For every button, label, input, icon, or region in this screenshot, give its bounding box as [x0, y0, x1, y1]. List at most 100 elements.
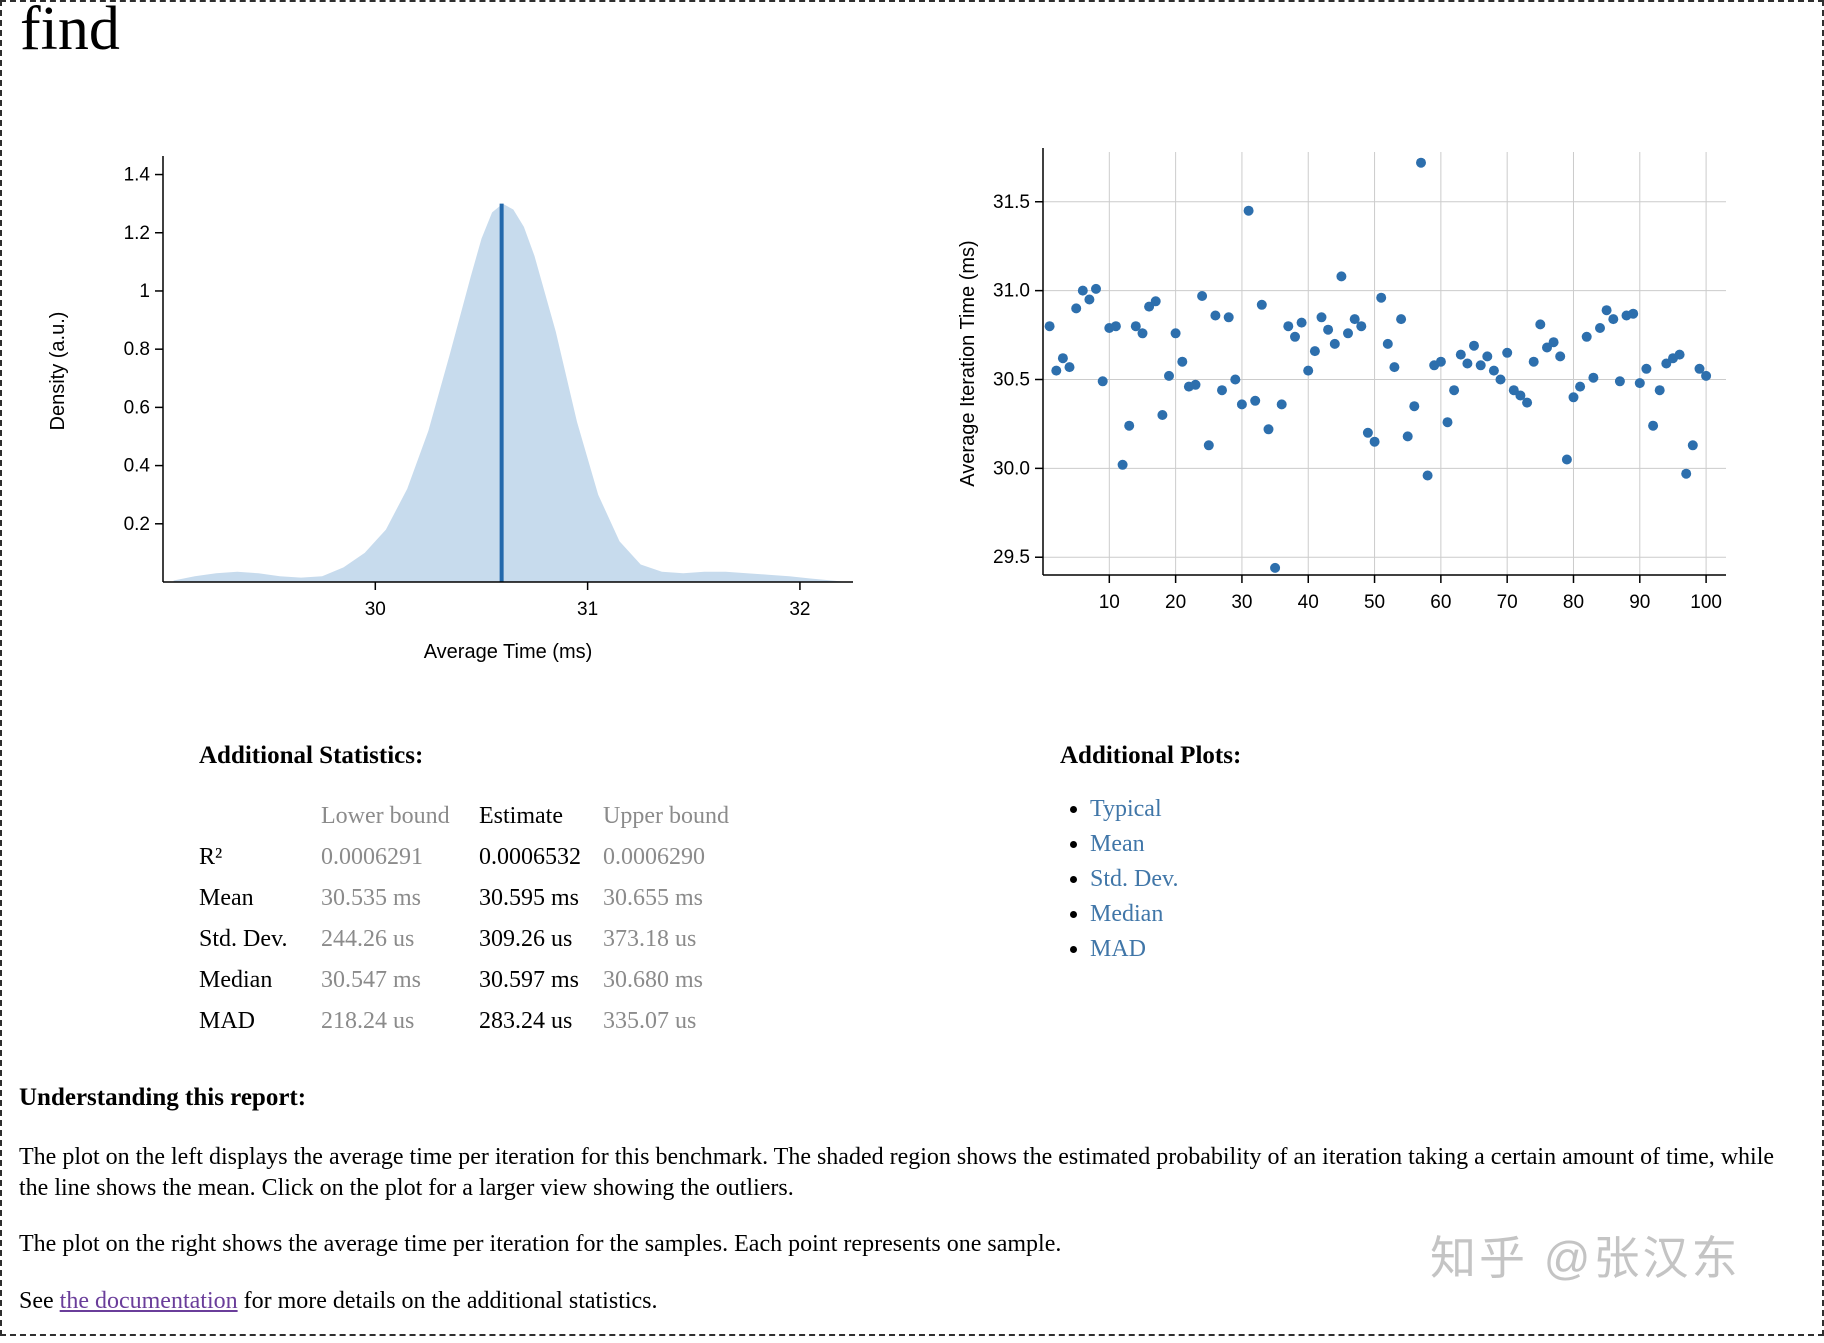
- link-std-dev[interactable]: Std. Dev.: [1090, 866, 1179, 892]
- y-axis-title: Density (a.u.): [47, 312, 69, 431]
- scatter-point: [1130, 321, 1141, 332]
- x-axis-title: Average Time (ms): [424, 641, 593, 663]
- understanding-heading: Understanding this report:: [19, 1084, 307, 1111]
- y-tick-label: 30.0: [993, 458, 1030, 479]
- scatter-point: [1097, 376, 1108, 387]
- scatter-point: [1124, 420, 1135, 431]
- scatter-point: [1641, 363, 1652, 374]
- explanation-paragraph-left-plot: The plot on the left displays the averag…: [19, 1144, 1775, 1201]
- link-mean[interactable]: Mean: [1090, 831, 1145, 857]
- x-tick-label: 60: [1430, 592, 1451, 613]
- column-header-upper-bound: Upper bound: [603, 803, 729, 829]
- scatter-point: [1515, 390, 1526, 401]
- x-tick-label: 100: [1690, 592, 1722, 613]
- column-header-estimate: Estimate: [479, 803, 563, 829]
- column-header-blank: [199, 796, 321, 837]
- scatter-point: [1362, 427, 1373, 438]
- scatter-point: [1336, 271, 1347, 282]
- scatter-point: [1535, 319, 1546, 330]
- density-plot-svg: 0.2 0.4 0.6 0.8 1 1.2 1.4 30 31 32 Average Time (m…: [47, 156, 853, 663]
- scatter-point: [1681, 468, 1692, 479]
- stat-label: MAD: [199, 1008, 256, 1034]
- scatter-point: [1263, 424, 1274, 435]
- scatter-point: [1488, 365, 1499, 376]
- scatter-point: [1455, 349, 1466, 360]
- density-plot[interactable]: 0.2 0.4 0.6 0.8 1 1.2 1.4 30 31 32 Average Time (m…: [38, 140, 868, 675]
- scatter-point: [1283, 321, 1294, 332]
- scatter-point: [1296, 317, 1307, 328]
- scatter-point: [1701, 370, 1712, 381]
- list-item: Mean: [1090, 831, 1241, 858]
- scatter-point: [1555, 351, 1566, 362]
- stat-upper: 30.680 ms: [603, 967, 704, 993]
- stat-lower: 218.24 us: [321, 1008, 415, 1034]
- scatter-point: [1482, 351, 1493, 362]
- list-item: Std. Dev.: [1090, 866, 1241, 893]
- scatter-point: [1203, 440, 1214, 451]
- x-tick-label: 10: [1099, 592, 1120, 613]
- x-tick-label: 32: [789, 599, 810, 620]
- scatter-point: [1495, 374, 1506, 385]
- link-mad[interactable]: MAD: [1090, 936, 1147, 962]
- y-tick-label: 1.2: [124, 223, 150, 244]
- x-tick-label: 30: [1231, 592, 1252, 613]
- scatter-point: [1548, 337, 1559, 348]
- scatter-point: [1057, 353, 1068, 364]
- watermark: 知乎 @张汉东: [1430, 1232, 1741, 1284]
- table-row-r2: R² 0.0006291 0.0006532 0.0006290: [199, 837, 753, 878]
- x-tick-label: 50: [1364, 592, 1385, 613]
- list-item: MAD: [1090, 936, 1241, 963]
- scatter-point: [1157, 410, 1168, 420]
- column-header-lower-bound: Lower bound: [321, 803, 450, 829]
- scatter-point: [1197, 291, 1208, 301]
- stat-lower: 0.0006291: [321, 844, 423, 870]
- scatter-point: [1528, 356, 1539, 367]
- scatter-point: [1581, 331, 1592, 342]
- scatter-point: [1150, 296, 1161, 307]
- stat-lower: 30.547 ms: [321, 967, 422, 993]
- stat-estimate: 283.24 us: [479, 1008, 573, 1034]
- scatter-point: [1303, 365, 1314, 376]
- page-title: find: [20, 0, 120, 63]
- docs-text-prefix: See: [19, 1288, 60, 1315]
- scatter-point: [1422, 470, 1433, 481]
- scatter-point: [1469, 340, 1479, 351]
- scatter-point: [1356, 321, 1367, 332]
- scatter-point: [1177, 356, 1188, 367]
- scatter-point: [1416, 157, 1426, 168]
- scatter-point: [1349, 314, 1360, 325]
- additional-plots-heading: Additional Plots:: [1060, 742, 1242, 769]
- scatter-point: [1687, 440, 1698, 451]
- link-typical[interactable]: Typical: [1090, 796, 1162, 822]
- scatter-point: [1236, 399, 1247, 410]
- scatter-point: [1217, 385, 1227, 396]
- scatter-plot[interactable]: 29.5 30.0 30.5 31.0 31.5 10 20 30 40 50 60 70 80 90 10…: [948, 140, 1738, 665]
- scatter-point: [1522, 397, 1533, 408]
- scatter-point: [1382, 338, 1393, 349]
- scatter-point: [1396, 314, 1407, 325]
- table-row-median: Median 30.547 ms 30.597 ms 30.680 ms: [199, 960, 753, 1001]
- documentation-link[interactable]: the documentation: [59, 1288, 238, 1315]
- y-tick-label: 31.0: [993, 281, 1030, 302]
- scatter-point: [1654, 385, 1665, 396]
- scatter-point: [1084, 294, 1095, 305]
- stat-estimate: 0.0006532: [479, 844, 581, 870]
- explanation-paragraph-docs: See the documentation for more details o…: [19, 1286, 1807, 1317]
- stat-upper: 30.655 ms: [603, 885, 704, 911]
- scatter-point: [1323, 324, 1334, 335]
- y-tick-label: 1.4: [124, 165, 151, 186]
- scatter-point: [1634, 378, 1645, 389]
- scatter-point: [1402, 431, 1413, 442]
- stat-upper: 373.18 us: [603, 926, 697, 952]
- scatter-point: [1442, 417, 1453, 428]
- link-median[interactable]: Median: [1090, 901, 1164, 927]
- x-tick-label: 80: [1563, 592, 1584, 613]
- y-axis-title: Average Iteration Time (ms): [957, 240, 979, 486]
- scatter-point: [1250, 395, 1261, 406]
- scatter-point: [1475, 360, 1486, 371]
- y-tick-label: 31.5: [993, 192, 1030, 213]
- scatter-point: [1435, 356, 1446, 367]
- scatter-point: [1276, 399, 1287, 410]
- scatter-point: [1071, 303, 1082, 314]
- scatter-point: [1091, 283, 1101, 294]
